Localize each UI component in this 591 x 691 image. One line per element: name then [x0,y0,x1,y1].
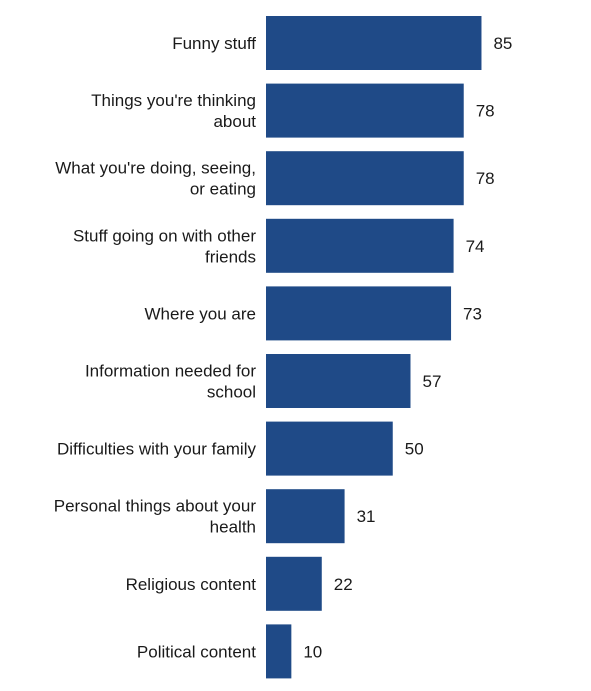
value-label: 22 [334,575,353,594]
value-label: 78 [476,102,495,121]
category-label: Personal things about your health [54,497,257,537]
category-label: Information needed for school [85,362,256,402]
category-label-line: Personal things about your [54,497,257,516]
bar [266,16,482,70]
category-label-line: Difficulties with your family [57,440,257,459]
value-label: 50 [405,440,424,459]
category-label-line: Religious content [126,575,257,594]
category-label-line: Political content [137,642,256,661]
category-label: Stuff going on with other friends [73,226,256,266]
category-label: Things you're thinking about [91,91,256,131]
category-label-line: about [213,112,256,131]
category-label-line: Information needed for [85,362,256,381]
bar [266,489,345,544]
bar [266,354,411,408]
value-label: 78 [476,169,495,188]
category-label-line: What you're doing, seeing, [55,159,256,178]
category-label-line: Stuff going on with other [73,226,256,245]
category-label-line: school [207,383,256,402]
bar [266,83,464,138]
category-label-line: or eating [190,180,256,199]
category-label-line: friends [205,247,256,266]
value-label: 73 [463,304,482,323]
category-label-line: Funny stuff [172,34,256,53]
category-label-line: Where you are [145,304,257,323]
value-label: 57 [422,372,441,391]
bar [266,286,452,341]
category-label-line: health [210,518,256,537]
value-label: 31 [357,507,376,526]
bars-layer [266,16,482,679]
category-label: Religious content [126,575,257,594]
bar [266,624,292,679]
bar [266,218,454,273]
value-label: 74 [466,237,485,256]
bar [266,556,322,611]
category-labels-layer: Funny stuff Things you're thinking about Wh… [54,34,257,661]
value-label: 85 [493,34,512,53]
category-label: Funny stuff [172,34,256,53]
category-label: What you're doing, seeing, or eating [55,159,256,199]
bar [266,421,393,476]
value-label: 10 [303,642,322,661]
category-label-line: Things you're thinking [91,91,256,110]
value-labels-layer: 85 78 78 74 73 57 50 31 22 10 [303,34,512,661]
category-label: Where you are [145,304,257,323]
category-label: Difficulties with your family [57,440,257,459]
category-label: Political content [137,642,256,661]
bar [266,151,464,206]
